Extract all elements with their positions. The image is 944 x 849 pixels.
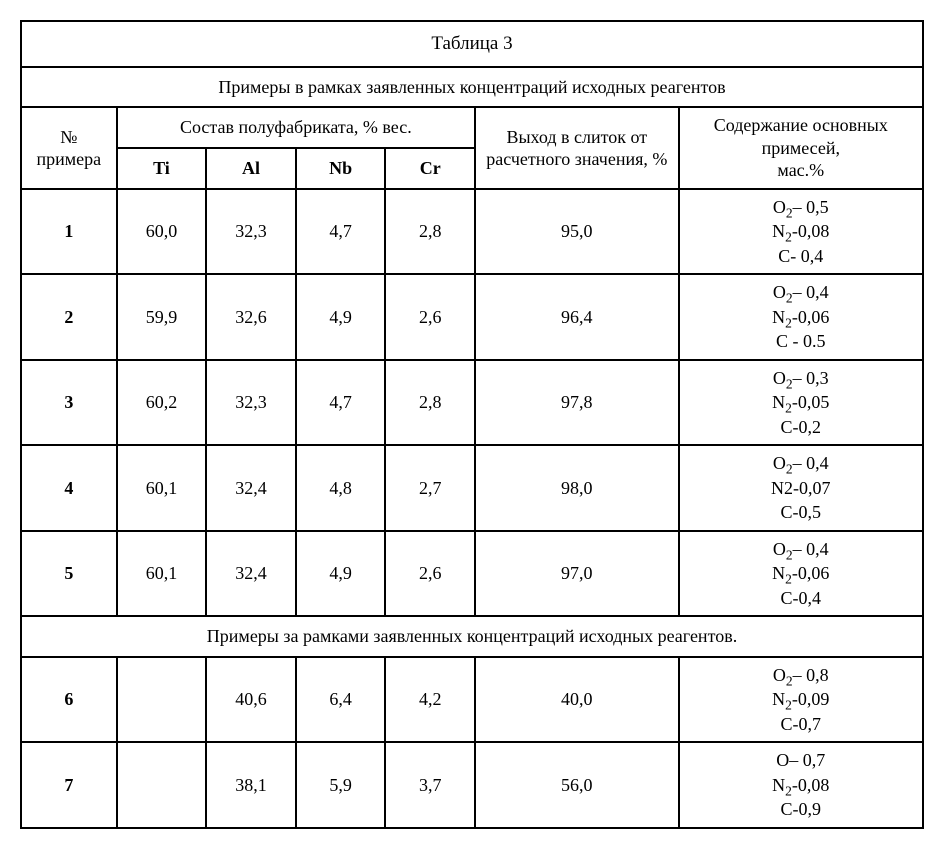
cell-cr: 2,6	[385, 274, 475, 360]
cell-nb: 4,9	[296, 531, 386, 617]
cell-yield: 40,0	[475, 657, 679, 743]
cell-yield: 97,0	[475, 531, 679, 617]
section-out-range: Примеры за рамками заявленных концентрац…	[21, 616, 923, 657]
col-no-header: № примера	[21, 107, 117, 189]
col-al-header: Al	[206, 148, 296, 189]
impurity-c: C-0,2	[781, 416, 822, 439]
cell-cr: 2,8	[385, 360, 475, 446]
col-cr-header: Cr	[385, 148, 475, 189]
impurity-o: O2– 0,3	[773, 367, 829, 390]
table-title: Таблица 3	[21, 21, 923, 67]
cell-ti: 60,1	[117, 531, 207, 617]
impurity-n: N2-0,05	[772, 391, 829, 414]
table-row: 5 60,1 32,4 4,9 2,6 97,0 O2– 0,4 N2-0,06…	[21, 531, 923, 617]
impurity-n: N2-0,09	[772, 688, 829, 711]
table-row: 4 60,1 32,4 4,8 2,7 98,0 O2– 0,4 N2-0,07…	[21, 445, 923, 531]
cell-al: 38,1	[206, 742, 296, 828]
col-composition-header: Состав полуфабриката, % вес.	[117, 107, 475, 148]
table-row: 6 40,6 6,4 4,2 40,0 O2– 0,8 N2-0,09 C-0,…	[21, 657, 923, 743]
cell-impurities: O2– 0,5 N2-0,08 C- 0,4	[679, 189, 923, 275]
cell-ti	[117, 742, 207, 828]
cell-nb: 4,8	[296, 445, 386, 531]
cell-ti: 60,2	[117, 360, 207, 446]
cell-impurities: O2– 0,8 N2-0,09 C-0,7	[679, 657, 923, 743]
cell-al: 40,6	[206, 657, 296, 743]
cell-nb: 4,7	[296, 360, 386, 446]
col-ti-header: Ti	[117, 148, 207, 189]
impurity-c: C-0,9	[781, 798, 822, 821]
cell-ti	[117, 657, 207, 743]
cell-no: 1	[21, 189, 117, 275]
cell-impurities: O2– 0,4 N2-0,06 C-0,4	[679, 531, 923, 617]
impurity-n: N2-0,06	[772, 306, 829, 329]
cell-cr: 2,6	[385, 531, 475, 617]
cell-yield: 97,8	[475, 360, 679, 446]
cell-nb: 5,9	[296, 742, 386, 828]
cell-impurities: O2– 0,3 N2-0,05 C-0,2	[679, 360, 923, 446]
impurity-c: C- 0,4	[778, 245, 823, 268]
impurity-c: C-0,5	[781, 501, 822, 524]
cell-al: 32,4	[206, 531, 296, 617]
cell-al: 32,3	[206, 189, 296, 275]
section-in-range: Примеры в рамках заявленных концентраций…	[21, 67, 923, 108]
table-row: 1 60,0 32,3 4,7 2,8 95,0 O2– 0,5 N2-0,08…	[21, 189, 923, 275]
cell-yield: 95,0	[475, 189, 679, 275]
cell-no: 4	[21, 445, 117, 531]
cell-no: 6	[21, 657, 117, 743]
impurities-header-l2: мас.%	[777, 160, 824, 180]
impurity-c: C - 0.5	[776, 330, 826, 353]
table-row: 2 59,9 32,6 4,9 2,6 96,4 O2– 0,4 N2-0,06…	[21, 274, 923, 360]
col-nb-header: Nb	[296, 148, 386, 189]
table-title-row: Таблица 3	[21, 21, 923, 67]
cell-al: 32,6	[206, 274, 296, 360]
cell-yield: 56,0	[475, 742, 679, 828]
cell-nb: 4,7	[296, 189, 386, 275]
impurity-n: N2-0,08	[772, 774, 829, 797]
col-impurities-header: Содержание основных примесей, мас.%	[679, 107, 923, 189]
col-yield-header: Выход в слиток от расчетного значения, %	[475, 107, 679, 189]
section-in-label: Примеры в рамках заявленных концентраций…	[21, 67, 923, 108]
table-row: 7 38,1 5,9 3,7 56,0 O– 0,7 N2-0,08 C-0,9	[21, 742, 923, 828]
cell-cr: 2,8	[385, 189, 475, 275]
cell-cr: 3,7	[385, 742, 475, 828]
impurity-o: O2– 0,5	[773, 196, 829, 219]
cell-no: 5	[21, 531, 117, 617]
header-row-1: № примера Состав полуфабриката, % вес. В…	[21, 107, 923, 148]
impurity-n: N2-0,06	[772, 562, 829, 585]
cell-no: 3	[21, 360, 117, 446]
cell-ti: 60,0	[117, 189, 207, 275]
cell-cr: 2,7	[385, 445, 475, 531]
table-row: 3 60,2 32,3 4,7 2,8 97,8 O2– 0,3 N2-0,05…	[21, 360, 923, 446]
impurity-c: C-0,7	[781, 713, 822, 736]
cell-impurities: O2– 0,4 N2-0,06 C - 0.5	[679, 274, 923, 360]
impurity-o: O– 0,7	[776, 749, 825, 772]
cell-ti: 60,1	[117, 445, 207, 531]
impurity-c: C-0,4	[781, 587, 822, 610]
cell-cr: 4,2	[385, 657, 475, 743]
cell-no: 2	[21, 274, 117, 360]
cell-nb: 4,9	[296, 274, 386, 360]
cell-impurities: O– 0,7 N2-0,08 C-0,9	[679, 742, 923, 828]
cell-no: 7	[21, 742, 117, 828]
cell-ti: 59,9	[117, 274, 207, 360]
impurity-o: O2– 0,4	[773, 452, 829, 475]
impurity-o: O2– 0,8	[773, 664, 829, 687]
cell-nb: 6,4	[296, 657, 386, 743]
cell-impurities: O2– 0,4 N2-0,07 C-0,5	[679, 445, 923, 531]
impurity-n: N2-0,08	[772, 220, 829, 243]
impurity-n: N2-0,07	[771, 477, 831, 500]
cell-al: 32,4	[206, 445, 296, 531]
cell-yield: 96,4	[475, 274, 679, 360]
impurity-o: O2– 0,4	[773, 281, 829, 304]
impurity-o: O2– 0,4	[773, 538, 829, 561]
cell-al: 32,3	[206, 360, 296, 446]
impurities-header-l1: Содержание основных примесей,	[714, 115, 888, 158]
section-out-label: Примеры за рамками заявленных концентрац…	[21, 616, 923, 657]
data-table: Таблица 3 Примеры в рамках заявленных ко…	[20, 20, 924, 829]
cell-yield: 98,0	[475, 445, 679, 531]
